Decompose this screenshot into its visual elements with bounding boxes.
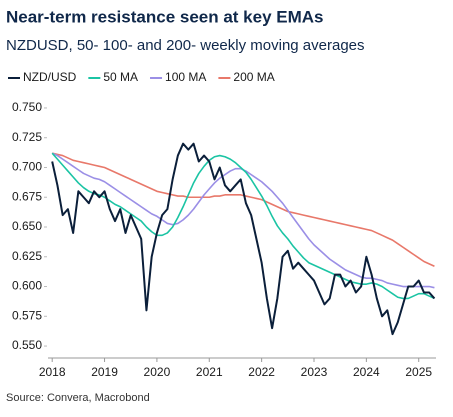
y-tick-label: 0.725 (12, 130, 42, 144)
y-tick-label: 0.675 (12, 189, 42, 203)
y-tick-label: 0.600 (12, 279, 42, 293)
legend-label: 50 MA (103, 70, 138, 84)
chart-title: Near-term resistance seen at key EMAs (6, 7, 324, 26)
series-line (51, 152, 435, 289)
y-tick-label: 0.700 (12, 160, 42, 174)
legend-label: 100 MA (165, 70, 206, 84)
legend-label: 200 MA (233, 70, 274, 84)
y-tick-label: 0.750 (12, 100, 42, 114)
source-note: Source: Convera, Macrobond (6, 392, 150, 404)
x-tick-label: 2019 (91, 365, 118, 379)
x-tick-label: 2018 (39, 365, 66, 379)
y-tick-label: 0.550 (12, 338, 42, 352)
x-tick-label: 2025 (405, 365, 432, 379)
x-tick-label: 2021 (196, 365, 223, 379)
x-tick-label: 2020 (144, 365, 171, 379)
x-tick-label: 2022 (248, 365, 275, 379)
chart-subtitle: NZDUSD, 50- 100- and 200- weekly moving … (6, 37, 365, 54)
y-tick-label: 0.625 (12, 249, 42, 263)
y-tick-label: 0.650 (12, 219, 42, 233)
y-tick-label: 0.575 (12, 308, 42, 322)
legend-label: NZD/USD (23, 70, 77, 84)
x-tick-label: 2024 (353, 365, 380, 379)
x-tick-label: 2023 (301, 365, 328, 379)
series-line (51, 152, 435, 300)
series-line (51, 142, 436, 336)
